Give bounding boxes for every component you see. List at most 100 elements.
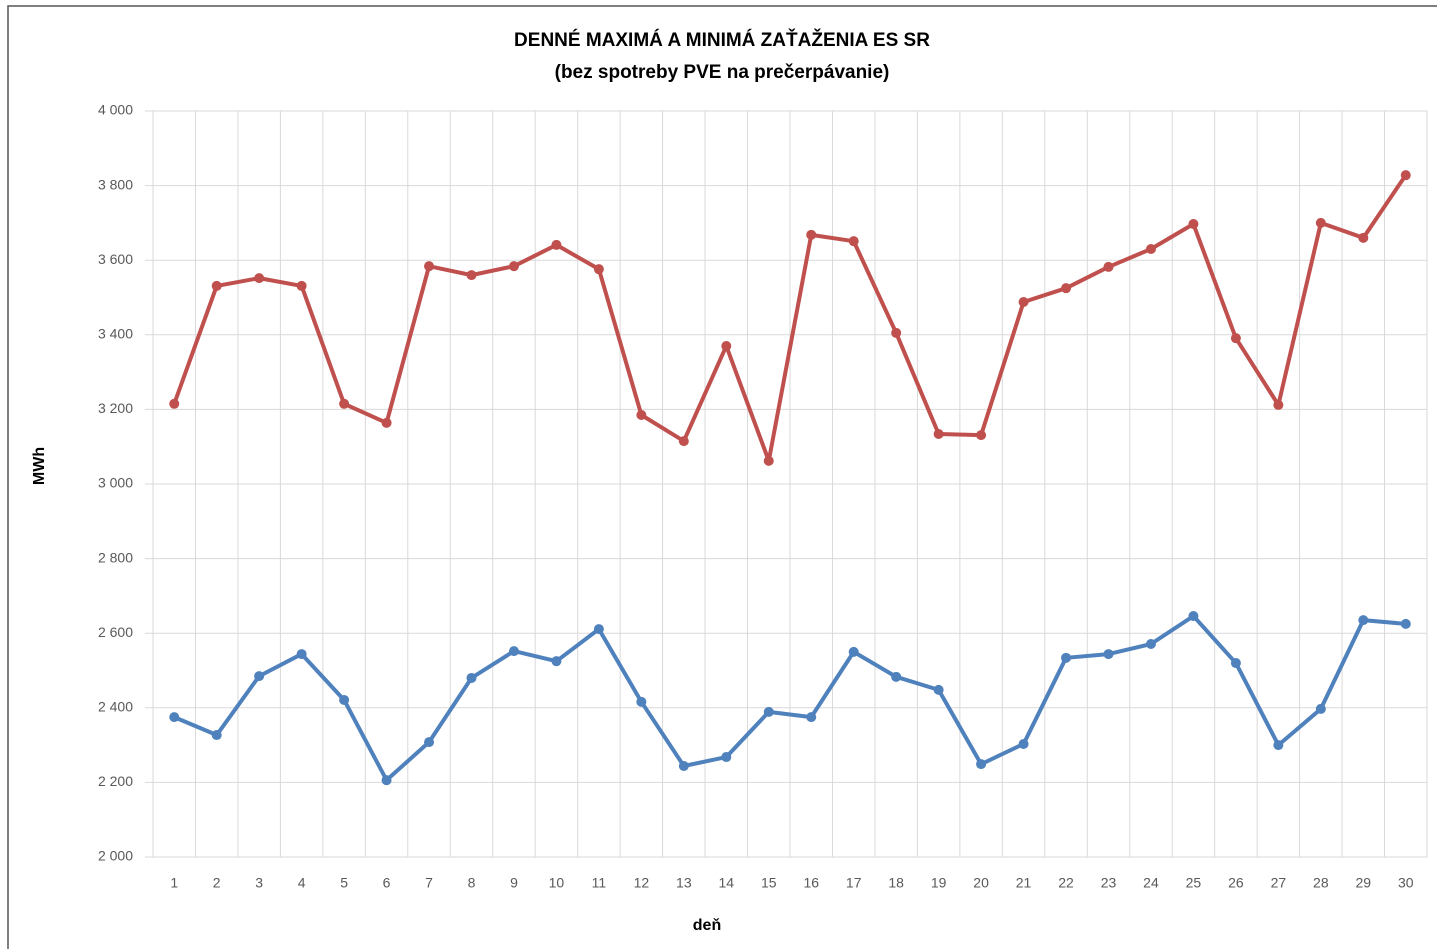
- x-tick-label: 22: [1058, 875, 1074, 891]
- series-marker: [1061, 652, 1072, 663]
- y-tick-label: 2 800: [98, 549, 133, 565]
- x-tick-label: 27: [1271, 875, 1287, 891]
- x-tick-label: 4: [298, 875, 306, 891]
- y-tick-label: 3 800: [98, 176, 133, 192]
- x-tick-label: 7: [425, 875, 433, 891]
- x-tick-label: 13: [676, 875, 692, 891]
- series-marker: [339, 398, 350, 409]
- series-marker: [381, 417, 392, 428]
- series-marker: [593, 624, 604, 635]
- series-marker: [1400, 170, 1411, 181]
- x-tick-label: 5: [340, 875, 348, 891]
- x-tick-label: 18: [888, 875, 904, 891]
- series-marker: [169, 712, 180, 723]
- y-tick-label: 2 200: [98, 773, 133, 789]
- x-tick-label: 14: [719, 875, 735, 891]
- series-marker: [296, 649, 307, 660]
- x-tick-label: 11: [592, 875, 607, 891]
- x-tick-label: 3: [255, 875, 263, 891]
- x-tick-label: 2: [213, 875, 221, 891]
- x-tick-label: 17: [846, 875, 862, 891]
- series-marker: [1358, 232, 1369, 243]
- series-marker: [1061, 283, 1072, 294]
- x-tick-label: 12: [634, 875, 650, 891]
- series-marker: [466, 672, 477, 683]
- chart-frame: [7, 5, 1437, 949]
- series-marker: [211, 280, 222, 291]
- series-marker: [254, 671, 265, 682]
- x-tick-label: 30: [1398, 875, 1414, 891]
- series-marker: [806, 229, 817, 240]
- series-marker: [933, 429, 944, 440]
- y-tick-label: 4 000: [98, 102, 133, 118]
- series-marker: [721, 340, 732, 351]
- series-marker: [848, 646, 859, 657]
- series-marker: [508, 646, 519, 657]
- series-marker: [636, 696, 647, 707]
- series-marker: [593, 264, 604, 275]
- series-marker: [1103, 261, 1114, 272]
- x-tick-label: 6: [383, 875, 391, 891]
- x-tick-label: 19: [931, 875, 947, 891]
- x-tick-label: 15: [761, 875, 777, 891]
- series-marker: [466, 270, 477, 281]
- series-marker: [169, 398, 180, 409]
- series-marker: [211, 730, 222, 741]
- x-tick-label: 26: [1228, 875, 1244, 891]
- series-marker: [1230, 658, 1241, 669]
- series-marker: [976, 430, 987, 441]
- x-tick-label: 29: [1356, 875, 1372, 891]
- y-tick-label: 2 600: [98, 624, 133, 640]
- series-line: [173, 614, 1406, 783]
- series-marker: [678, 760, 689, 771]
- series-marker: [1273, 740, 1284, 751]
- y-axis-label: MWh: [31, 447, 48, 485]
- series-marker: [763, 455, 774, 466]
- series-marker: [1400, 618, 1411, 629]
- x-tick-label: 9: [510, 875, 518, 891]
- series-marker: [551, 239, 562, 250]
- series-marker: [424, 737, 435, 748]
- series-marker: [1103, 649, 1114, 660]
- x-tick-label: 23: [1101, 875, 1117, 891]
- x-tick-label: 10: [549, 875, 565, 891]
- y-tick-label: 3 400: [98, 326, 133, 342]
- series-marker: [1018, 296, 1029, 307]
- series-marker: [296, 280, 307, 291]
- series-marker: [1018, 738, 1029, 749]
- series-marker: [1188, 219, 1199, 230]
- series-marker: [891, 671, 902, 682]
- series-marker: [933, 684, 944, 695]
- x-axis-label: deň: [693, 917, 721, 934]
- series-marker: [848, 236, 859, 247]
- series-marker: [1358, 615, 1369, 626]
- series-marker: [1145, 639, 1156, 650]
- series-marker: [976, 759, 987, 770]
- series-marker: [1315, 703, 1326, 714]
- series-marker: [1230, 333, 1241, 344]
- series-marker: [424, 261, 435, 272]
- series-line: [172, 174, 1408, 463]
- y-tick-label: 3 600: [98, 251, 133, 267]
- series-marker: [381, 775, 392, 786]
- series-marker: [678, 436, 689, 447]
- chart-title: DENNÉ MAXIMÁ A MINIMÁ ZAŤAŽENIA ES SR: [514, 29, 930, 51]
- series-marker: [254, 273, 265, 284]
- series-marker: [891, 327, 902, 338]
- series-marker: [806, 712, 817, 723]
- series-marker: [763, 706, 774, 717]
- x-tick-label: 16: [803, 875, 819, 891]
- x-tick-label: 21: [1016, 875, 1032, 891]
- y-tick-label: 3 000: [98, 475, 133, 491]
- series-marker: [1145, 244, 1156, 255]
- series-marker: [721, 752, 732, 763]
- x-tick-label: 20: [973, 875, 989, 891]
- y-tick-label: 3 200: [98, 400, 133, 416]
- series-marker: [339, 694, 350, 705]
- series-marker: [1188, 611, 1199, 622]
- x-tick-label: 24: [1143, 875, 1159, 891]
- x-tick-label: 8: [468, 875, 476, 891]
- series-marker: [636, 409, 647, 420]
